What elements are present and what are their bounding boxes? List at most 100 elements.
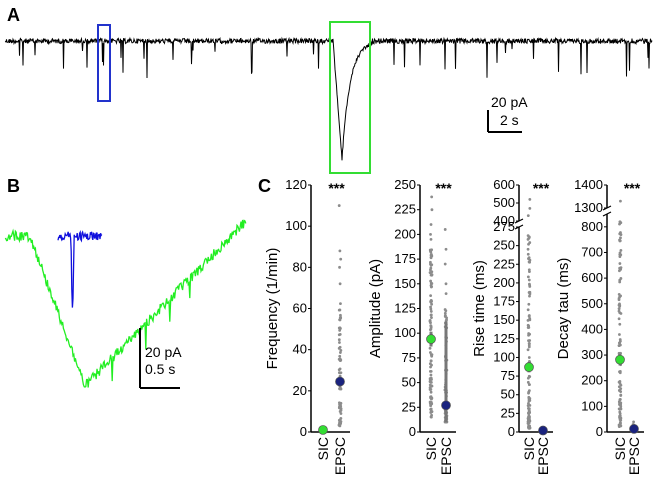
y-tick-label: 600: [581, 270, 603, 285]
y-tick-label: 275: [493, 219, 515, 234]
data-point-sic: [618, 389, 622, 392]
data-point-sic: [528, 285, 532, 288]
data-point-sic: [429, 305, 432, 309]
data-point-sic: [618, 370, 622, 374]
data-point-sic: [429, 387, 433, 391]
y-tick-label: 250: [394, 177, 416, 192]
data-point-epsc: [339, 412, 343, 415]
data-point-sic: [619, 394, 623, 397]
data-point-sic: [618, 412, 622, 416]
mean-marker-epsc: [538, 425, 548, 436]
y-tick-label: 125: [493, 331, 515, 346]
data-point-sic: [618, 251, 622, 255]
mean-marker-epsc: [629, 424, 639, 434]
data-point-sic: [429, 325, 433, 329]
data-point-epsc: [339, 313, 342, 317]
data-point-sic: [618, 262, 622, 265]
scalebar-b-amp-label: 20 pA: [145, 344, 182, 360]
data-point-sic: [429, 409, 433, 413]
y-tick-label: 225: [493, 256, 515, 271]
data-point-sic: [527, 314, 531, 318]
y-tick-label: 400: [493, 213, 515, 228]
data-point-sic: [618, 311, 622, 315]
data-point-sic: [429, 359, 433, 363]
data-point-sic: [526, 308, 530, 312]
y-tick-label: 175: [394, 251, 416, 266]
y-tick-label: 20: [293, 383, 307, 398]
category-label-sic: SIC: [315, 437, 331, 460]
y-tick-label: 25: [501, 405, 515, 420]
data-point-sic: [528, 198, 532, 201]
data-point-sic: [526, 406, 530, 410]
data-point-sic: [429, 279, 433, 283]
y-tick-label: 150: [493, 312, 515, 327]
significance-label: ***: [624, 180, 641, 196]
y-tick-label: 200: [493, 275, 515, 290]
category-label-sic: SIC: [612, 437, 628, 460]
data-point-epsc: [338, 354, 342, 358]
data-point-sic: [429, 266, 433, 270]
data-point-sic: [619, 266, 623, 270]
y-tick-label: 400: [581, 321, 603, 336]
data-point-epsc: [443, 308, 447, 311]
data-point-epsc: [445, 316, 449, 320]
scalebar-b: 20 pA 0.5 s: [139, 328, 182, 389]
data-point-sic: [430, 353, 434, 356]
data-point-sic: [619, 199, 622, 203]
data-point-sic: [526, 238, 530, 241]
data-point-epsc: [338, 265, 341, 269]
data-point-sic: [428, 383, 432, 387]
y-tick-label: 100: [493, 349, 515, 364]
data-point-sic: [617, 344, 621, 347]
data-point-epsc: [337, 204, 341, 207]
data-point-sic: [528, 270, 531, 274]
data-point-sic: [428, 249, 432, 253]
data-point-epsc: [337, 418, 341, 422]
y-axis-label: Frequency (1/min): [264, 248, 281, 370]
y-tick-label: 25: [402, 399, 416, 414]
data-point-sic: [430, 208, 434, 212]
data-point-sic: [618, 239, 622, 243]
data-point-sic: [527, 345, 531, 349]
y-tick-label: 50: [402, 375, 416, 390]
data-point-epsc: [339, 327, 342, 330]
y-tick-label: 75: [402, 350, 416, 365]
data-point-sic: [526, 416, 530, 420]
y-tick-label: 250: [493, 238, 515, 253]
sic-highlight-box: [329, 21, 371, 174]
data-point-sic: [429, 310, 433, 313]
data-point-sic: [618, 407, 622, 411]
plot-4: 0 100 200 300 400 500 600 700 800 1300 1400 Decay t…: [555, 177, 644, 475]
data-point-sic: [618, 382, 622, 385]
data-point-sic: [618, 220, 622, 224]
data-point-sic: [429, 223, 433, 226]
data-point-epsc: [337, 346, 341, 350]
y-tick-label: 1300: [574, 200, 603, 215]
data-point-sic: [430, 402, 434, 406]
data-point-sic: [617, 425, 621, 429]
mean-marker-epsc: [441, 400, 451, 411]
data-point-sic: [430, 195, 434, 199]
category-label-epsc: EPSC: [535, 437, 551, 475]
data-point-sic: [429, 365, 432, 369]
data-point-sic: [429, 294, 433, 298]
data-point-sic: [527, 235, 531, 239]
data-point-sic: [528, 294, 531, 298]
data-point-epsc: [443, 311, 447, 315]
data-point-sic: [527, 419, 531, 423]
data-point-epsc: [339, 421, 343, 425]
data-point-sic: [528, 207, 532, 210]
y-tick-label: 125: [394, 301, 416, 316]
y-axis-label: Decay tau (ms): [555, 258, 572, 360]
data-point-sic: [618, 304, 622, 308]
data-point-sic: [429, 415, 433, 419]
data-point-sic: [618, 333, 621, 336]
data-point-sic: [528, 411, 532, 414]
data-point-sic: [619, 236, 622, 240]
mean-marker-epsc: [335, 376, 345, 387]
data-point-epsc: [443, 262, 447, 266]
y-tick-label: 175: [493, 294, 515, 309]
significance-label: ***: [328, 180, 345, 196]
mean-marker-sic: [318, 425, 328, 435]
